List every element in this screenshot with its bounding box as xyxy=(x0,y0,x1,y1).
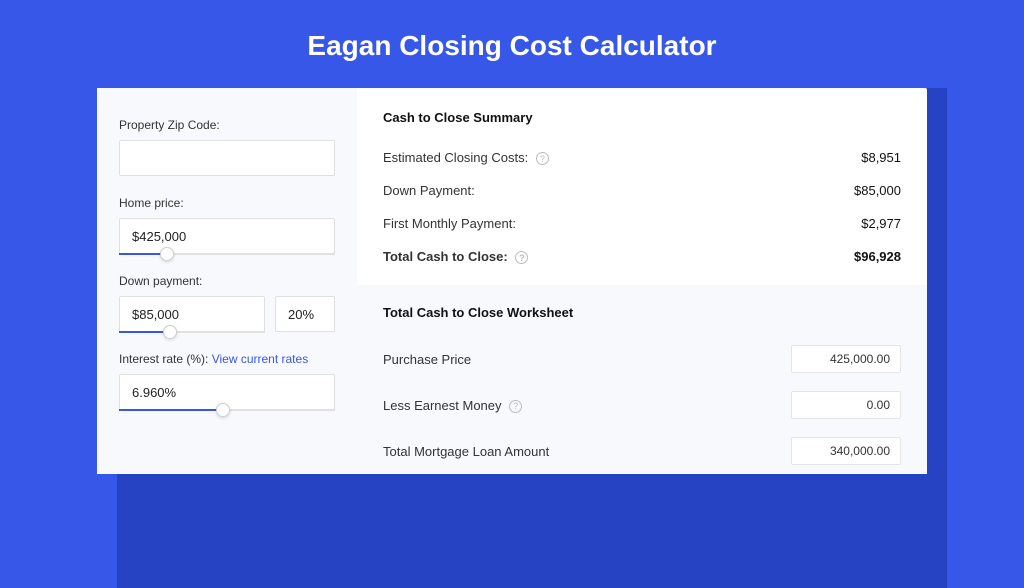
summary-label-text: Total Cash to Close: xyxy=(383,249,508,264)
interest-rate-label: Interest rate (%): View current rates xyxy=(119,352,335,366)
down-payment-group: Down payment: xyxy=(119,274,335,332)
worksheet-label: Total Mortgage Loan Amount xyxy=(383,444,549,459)
worksheet-row-loan-amount: Total Mortgage Loan Amount xyxy=(383,428,901,474)
help-icon[interactable]: ? xyxy=(536,152,549,165)
summary-label: Total Cash to Close: ? xyxy=(383,249,528,264)
summary-label: First Monthly Payment: xyxy=(383,216,516,231)
interest-slider-fill xyxy=(119,409,223,411)
help-icon[interactable]: ? xyxy=(515,251,528,264)
home-price-slider-thumb[interactable] xyxy=(160,247,174,261)
summary-label: Down Payment: xyxy=(383,183,475,198)
interest-rate-group: Interest rate (%): View current rates xyxy=(119,352,335,410)
worksheet-label: Purchase Price xyxy=(383,352,471,367)
worksheet-input-loan-amount[interactable] xyxy=(791,437,901,465)
summary-value: $85,000 xyxy=(854,183,901,198)
zip-field-group: Property Zip Code: xyxy=(119,118,335,176)
worksheet-title: Total Cash to Close Worksheet xyxy=(383,305,901,320)
home-price-input[interactable] xyxy=(119,218,335,254)
summary-value: $96,928 xyxy=(854,249,901,264)
summary-label-text: Estimated Closing Costs: xyxy=(383,150,528,165)
down-payment-pct-input[interactable] xyxy=(275,296,335,332)
home-price-label: Home price: xyxy=(119,196,335,210)
summary-title: Cash to Close Summary xyxy=(383,110,901,125)
home-price-slider-wrap xyxy=(119,218,335,254)
view-rates-link[interactable]: View current rates xyxy=(212,352,309,366)
worksheet-section: Total Cash to Close Worksheet Purchase P… xyxy=(357,285,927,474)
worksheet-row-purchase-price: Purchase Price xyxy=(383,336,901,382)
worksheet-input-purchase-price[interactable] xyxy=(791,345,901,373)
down-payment-slider-wrap xyxy=(119,296,265,332)
down-payment-input[interactable] xyxy=(119,296,265,332)
summary-row-down-payment: Down Payment: $85,000 xyxy=(383,174,901,207)
interest-slider-thumb[interactable] xyxy=(216,403,230,417)
home-price-group: Home price: xyxy=(119,196,335,254)
summary-row-first-payment: First Monthly Payment: $2,977 xyxy=(383,207,901,240)
worksheet-label-text: Less Earnest Money xyxy=(383,398,502,413)
help-icon[interactable]: ? xyxy=(509,400,522,413)
calculator-wrapper: Property Zip Code: Home price: Down paym… xyxy=(97,88,927,474)
summary-value: $8,951 xyxy=(861,150,901,165)
worksheet-row-earnest-money: Less Earnest Money ? xyxy=(383,382,901,428)
worksheet-input-earnest-money[interactable] xyxy=(791,391,901,419)
inputs-panel: Property Zip Code: Home price: Down paym… xyxy=(97,88,357,474)
summary-row-total: Total Cash to Close: ? $96,928 xyxy=(383,240,901,273)
worksheet-label: Less Earnest Money ? xyxy=(383,398,522,413)
summary-label: Estimated Closing Costs: ? xyxy=(383,150,549,165)
zip-label: Property Zip Code: xyxy=(119,118,335,132)
page-title: Eagan Closing Cost Calculator xyxy=(0,0,1024,88)
summary-row-closing-costs: Estimated Closing Costs: ? $8,951 xyxy=(383,141,901,174)
interest-slider-wrap xyxy=(119,374,335,410)
interest-rate-label-text: Interest rate (%): xyxy=(119,352,212,366)
results-panel: Cash to Close Summary Estimated Closing … xyxy=(357,88,927,474)
down-payment-label: Down payment: xyxy=(119,274,335,288)
calculator-card: Property Zip Code: Home price: Down paym… xyxy=(97,88,927,474)
down-payment-slider-thumb[interactable] xyxy=(163,325,177,339)
summary-value: $2,977 xyxy=(861,216,901,231)
zip-input[interactable] xyxy=(119,140,335,176)
